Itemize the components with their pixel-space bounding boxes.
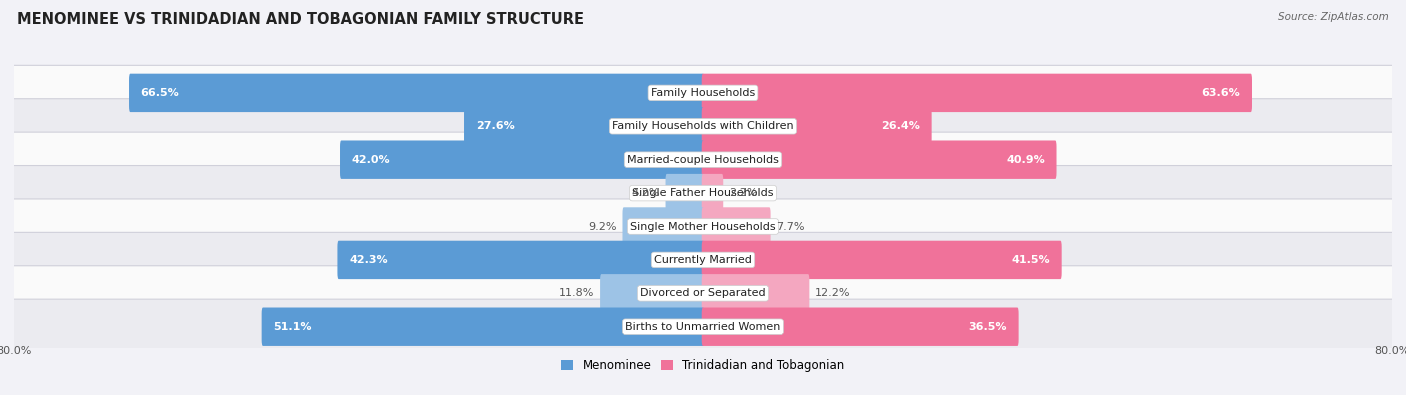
Text: Currently Married: Currently Married bbox=[654, 255, 752, 265]
FancyBboxPatch shape bbox=[702, 274, 810, 312]
FancyBboxPatch shape bbox=[11, 199, 1395, 254]
Text: Source: ZipAtlas.com: Source: ZipAtlas.com bbox=[1278, 12, 1389, 22]
Text: Family Households with Children: Family Households with Children bbox=[612, 121, 794, 131]
Text: 11.8%: 11.8% bbox=[560, 288, 595, 298]
FancyBboxPatch shape bbox=[702, 174, 723, 212]
Text: 7.7%: 7.7% bbox=[776, 222, 804, 231]
Text: 40.9%: 40.9% bbox=[1007, 155, 1045, 165]
Text: Births to Unmarried Women: Births to Unmarried Women bbox=[626, 322, 780, 332]
FancyBboxPatch shape bbox=[340, 141, 704, 179]
Text: 27.6%: 27.6% bbox=[475, 121, 515, 131]
Text: 42.0%: 42.0% bbox=[352, 155, 391, 165]
Text: 26.4%: 26.4% bbox=[882, 121, 920, 131]
FancyBboxPatch shape bbox=[11, 166, 1395, 221]
Text: MENOMINEE VS TRINIDADIAN AND TOBAGONIAN FAMILY STRUCTURE: MENOMINEE VS TRINIDADIAN AND TOBAGONIAN … bbox=[17, 12, 583, 27]
Text: 9.2%: 9.2% bbox=[588, 222, 617, 231]
Text: 4.2%: 4.2% bbox=[631, 188, 659, 198]
FancyBboxPatch shape bbox=[464, 107, 704, 145]
Text: 63.6%: 63.6% bbox=[1202, 88, 1240, 98]
FancyBboxPatch shape bbox=[129, 74, 704, 112]
Text: 42.3%: 42.3% bbox=[349, 255, 388, 265]
FancyBboxPatch shape bbox=[337, 241, 704, 279]
FancyBboxPatch shape bbox=[702, 241, 1062, 279]
FancyBboxPatch shape bbox=[702, 74, 1251, 112]
FancyBboxPatch shape bbox=[11, 99, 1395, 154]
FancyBboxPatch shape bbox=[11, 132, 1395, 187]
FancyBboxPatch shape bbox=[11, 232, 1395, 288]
FancyBboxPatch shape bbox=[11, 65, 1395, 120]
FancyBboxPatch shape bbox=[702, 308, 1018, 346]
Text: 51.1%: 51.1% bbox=[273, 322, 312, 332]
FancyBboxPatch shape bbox=[623, 207, 704, 246]
Text: 36.5%: 36.5% bbox=[969, 322, 1007, 332]
Text: 80.0%: 80.0% bbox=[1374, 346, 1406, 356]
Text: 12.2%: 12.2% bbox=[815, 288, 851, 298]
Text: Single Father Households: Single Father Households bbox=[633, 188, 773, 198]
FancyBboxPatch shape bbox=[11, 266, 1395, 321]
Text: 41.5%: 41.5% bbox=[1011, 255, 1050, 265]
FancyBboxPatch shape bbox=[665, 174, 704, 212]
Text: Family Households: Family Households bbox=[651, 88, 755, 98]
FancyBboxPatch shape bbox=[702, 107, 932, 145]
Text: 2.2%: 2.2% bbox=[728, 188, 758, 198]
Text: 80.0%: 80.0% bbox=[0, 346, 32, 356]
FancyBboxPatch shape bbox=[262, 308, 704, 346]
Text: Divorced or Separated: Divorced or Separated bbox=[640, 288, 766, 298]
FancyBboxPatch shape bbox=[702, 141, 1056, 179]
Text: Single Mother Households: Single Mother Households bbox=[630, 222, 776, 231]
FancyBboxPatch shape bbox=[11, 299, 1395, 354]
Legend: Menominee, Trinidadian and Tobagonian: Menominee, Trinidadian and Tobagonian bbox=[557, 354, 849, 377]
FancyBboxPatch shape bbox=[702, 207, 770, 246]
Text: Married-couple Households: Married-couple Households bbox=[627, 155, 779, 165]
FancyBboxPatch shape bbox=[600, 274, 704, 312]
Text: 66.5%: 66.5% bbox=[141, 88, 180, 98]
